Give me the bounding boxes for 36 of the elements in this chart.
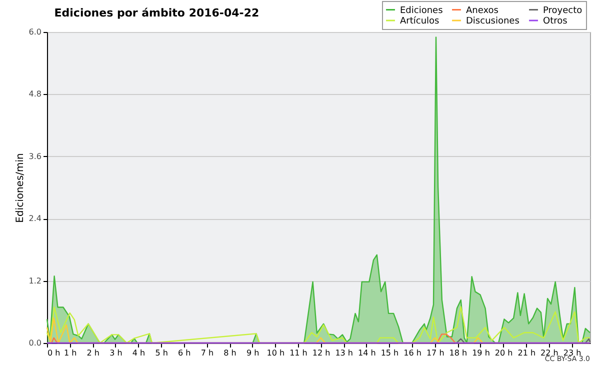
x-tick-label: 20 h bbox=[494, 348, 513, 358]
y-tick-label: 2.4 bbox=[28, 214, 42, 224]
legend-label: Anexos bbox=[466, 6, 499, 16]
y-tick-label: 0.0 bbox=[28, 338, 42, 348]
x-tick-label: 19 h bbox=[472, 348, 490, 358]
legend-label: Artículos bbox=[400, 16, 440, 26]
x-tick-label: 2 h bbox=[86, 348, 100, 358]
legend-label: Otros bbox=[543, 16, 568, 26]
x-tick-label: 9 h bbox=[246, 348, 260, 358]
x-tick-label: 16 h bbox=[404, 348, 422, 358]
legend-label: Proyecto bbox=[543, 6, 583, 16]
x-tick-label: 11 h bbox=[290, 348, 308, 358]
x-tick-label: 21 h bbox=[518, 348, 536, 358]
y-tick-label: 3.6 bbox=[28, 152, 42, 161]
x-tick-label: 14 h bbox=[358, 348, 376, 358]
x-tick-label: 13 h bbox=[335, 348, 353, 358]
x-tick-label: 4 h bbox=[132, 348, 146, 358]
x-tick-label: 5 h bbox=[155, 348, 168, 358]
x-tick-label: 1 h bbox=[64, 348, 77, 358]
legend-label: Ediciones bbox=[400, 6, 444, 16]
y-tick-label: 1.2 bbox=[28, 276, 42, 286]
y-tick-label: 6.0 bbox=[28, 28, 42, 36]
x-tick-label: 0 h bbox=[48, 348, 60, 358]
chart-title: Ediciones por ámbito 2016-04-22 bbox=[54, 6, 260, 20]
x-tick-label: 6 h bbox=[178, 348, 191, 358]
x-tick-label: 17 h bbox=[426, 348, 444, 358]
x-tick-label: 8 h bbox=[224, 348, 236, 358]
y-axis-title: Ediciones/min bbox=[14, 153, 26, 223]
x-tick-label: 18 h bbox=[449, 348, 468, 358]
x-tick-label: 10 h bbox=[266, 348, 285, 358]
legend-label: Discusiones bbox=[466, 16, 520, 26]
x-tick-label: 7 h bbox=[200, 348, 214, 358]
x-tick-label: 15 h bbox=[380, 348, 399, 358]
x-tick-label: 12 h bbox=[312, 348, 330, 358]
y-tick-label: 4.8 bbox=[28, 90, 42, 99]
x-tick-label: 3 h bbox=[110, 348, 122, 358]
